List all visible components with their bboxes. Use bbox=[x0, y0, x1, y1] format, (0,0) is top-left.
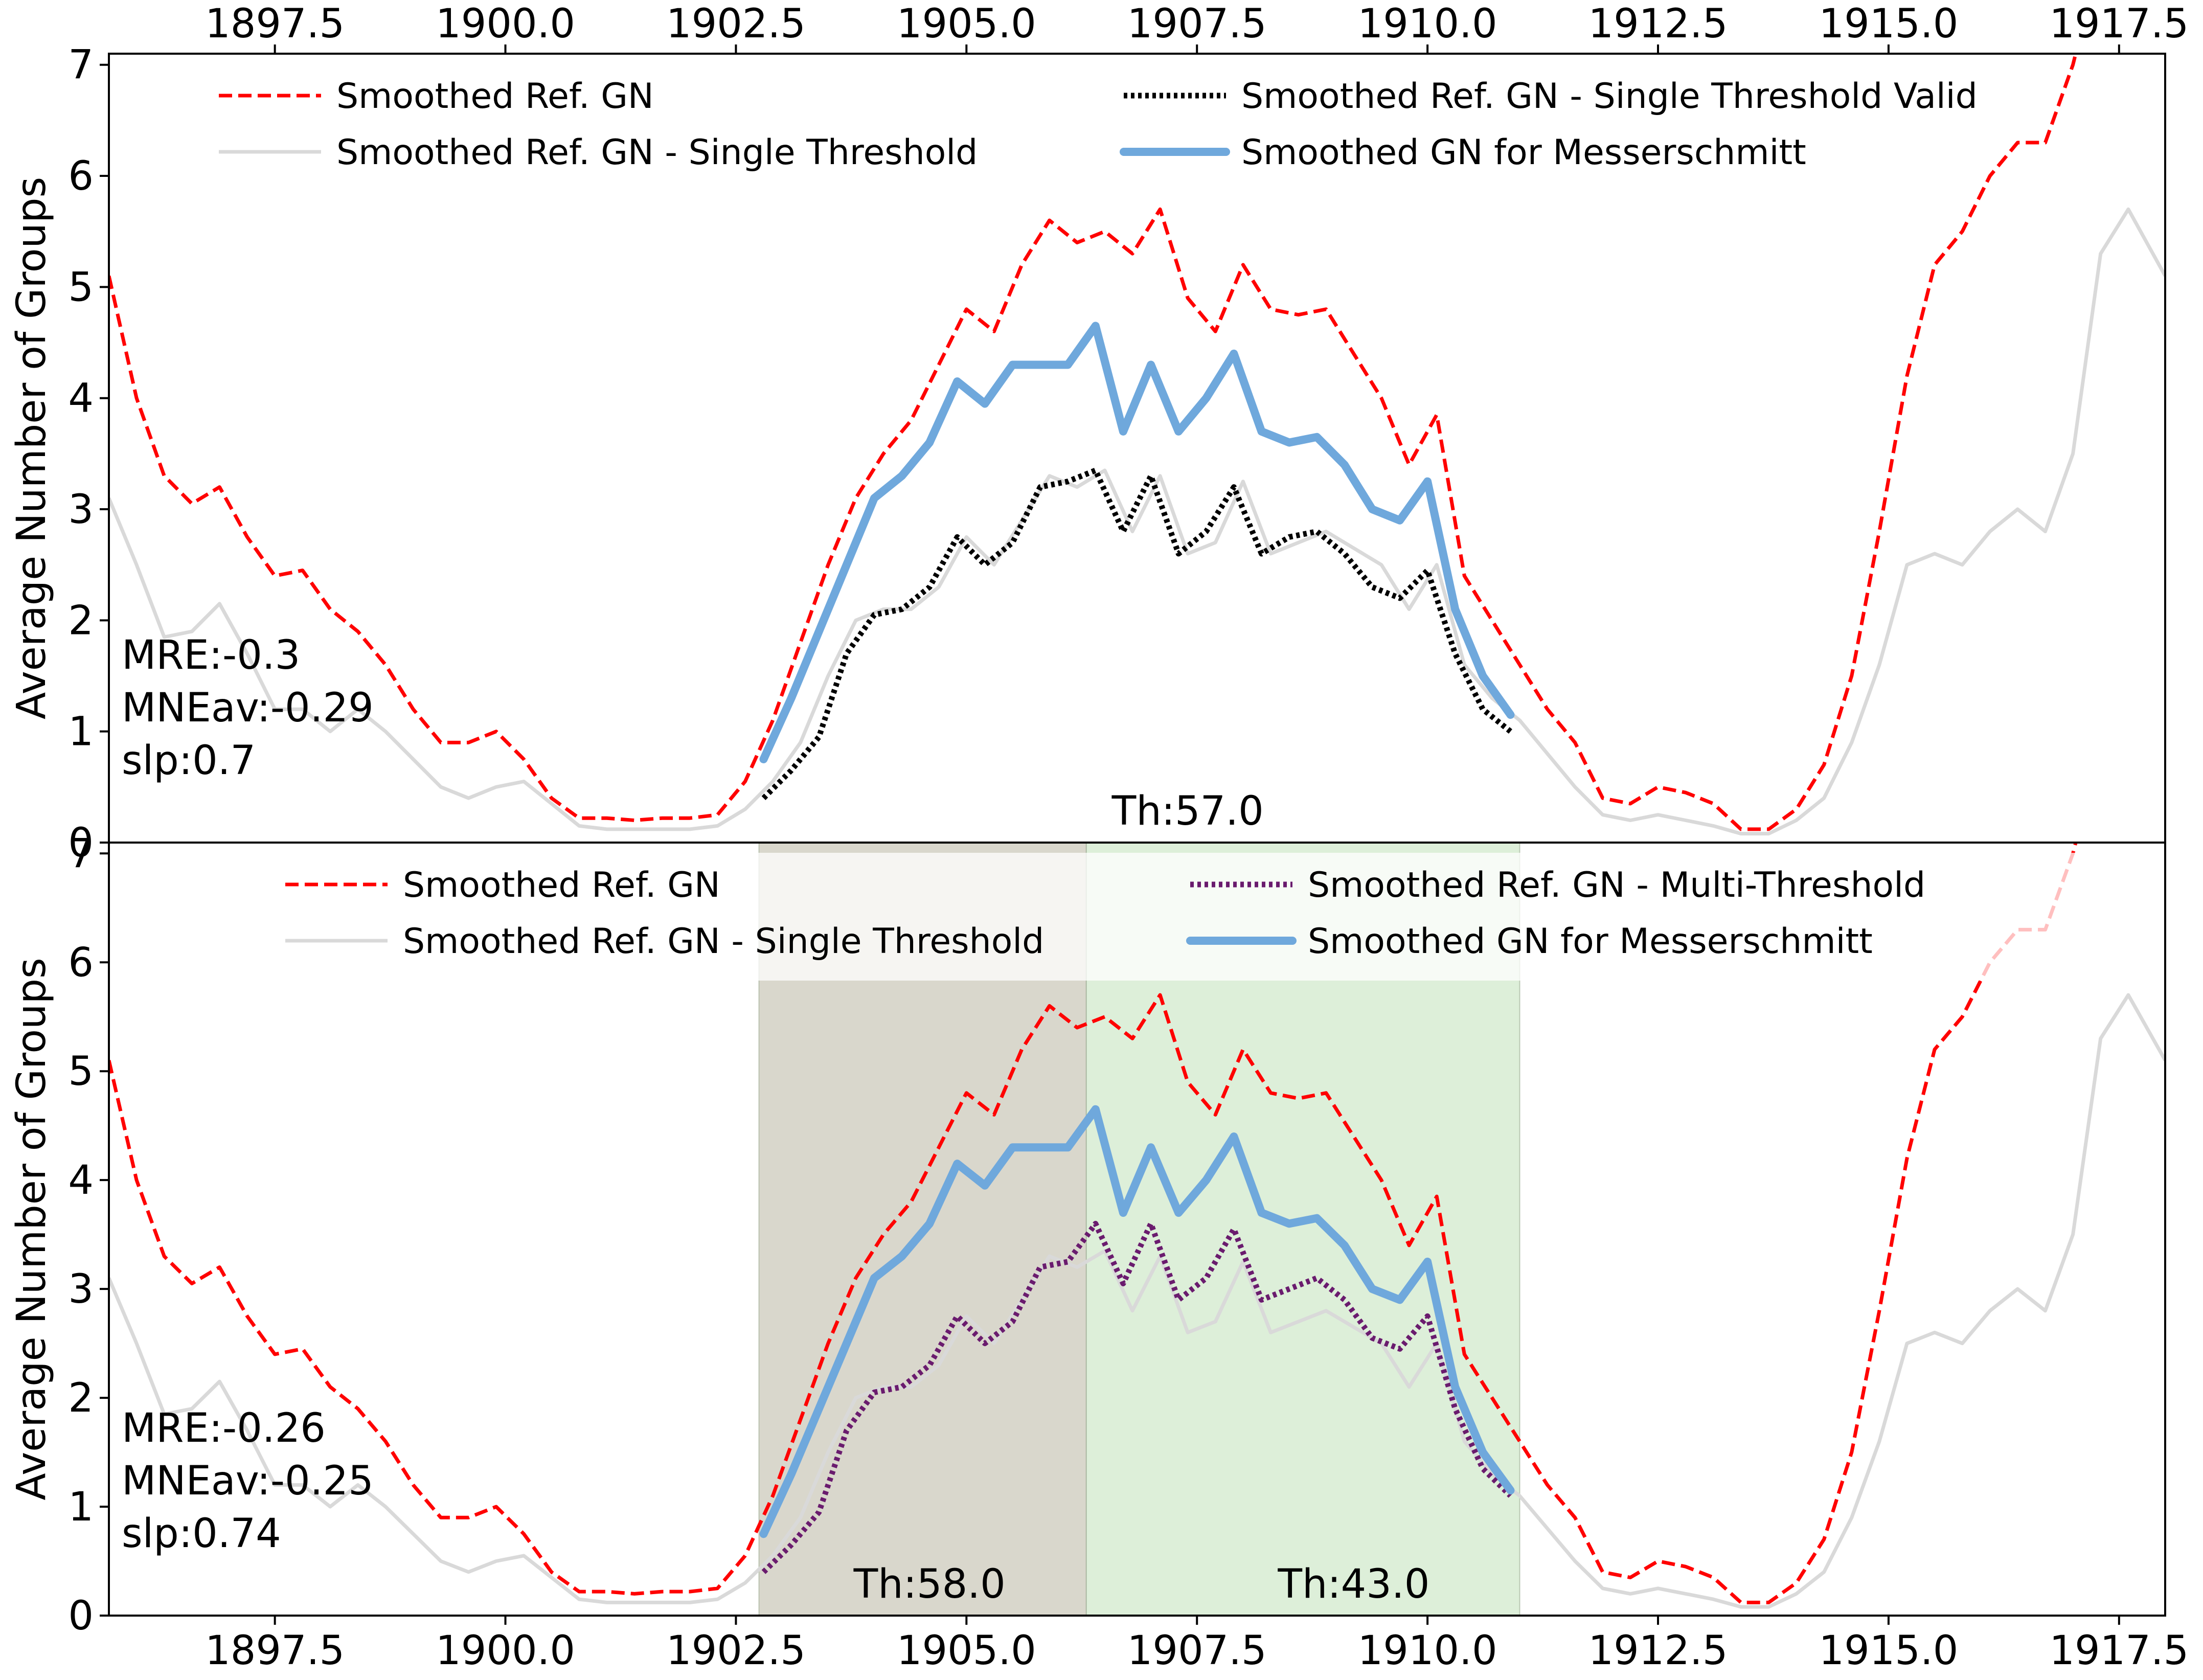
y-tick-label: 4 bbox=[68, 1157, 94, 1204]
threshold-label-1: Th:58.0 bbox=[853, 1561, 1006, 1607]
y-axis-label: Average Number of Groups bbox=[9, 958, 55, 1500]
x-tick-label: 1900.0 bbox=[436, 1628, 575, 1674]
x-tick-label: 1907.5 bbox=[1127, 1, 1267, 47]
y-axis-label: Average Number of Groups bbox=[9, 177, 55, 719]
y-tick-label: 0 bbox=[68, 820, 94, 866]
legend-label-2: Smoothed Ref. GN - Single Threshold bbox=[336, 132, 978, 173]
x-tick-label: 1910.0 bbox=[1358, 1, 1497, 47]
axes-frame bbox=[108, 842, 2166, 1617]
stat-2: MNEav:-0.29 bbox=[122, 685, 374, 731]
plot-area bbox=[109, 843, 2165, 1616]
series-line-4 bbox=[759, 322, 1515, 763]
legend-label-2: Smoothed Ref. GN - Single Threshold bbox=[403, 921, 1044, 962]
x-tick-label: 1915.0 bbox=[1819, 1628, 1958, 1674]
series-line-2 bbox=[109, 207, 2165, 836]
x-tick-label: 1897.5 bbox=[205, 1, 345, 47]
stat-3: slp:0.7 bbox=[122, 738, 256, 784]
stat-2: MNEav:-0.25 bbox=[122, 1458, 374, 1504]
legend-label-4: Smoothed GN for Messerschmitt bbox=[1308, 921, 1873, 962]
x-tick-label: 1910.0 bbox=[1358, 1628, 1497, 1674]
top-panel: Smoothed Ref. GN Smoothed Ref. GN - Singl… bbox=[9, 1, 2189, 866]
stat-1: MRE:-0.26 bbox=[122, 1405, 326, 1451]
series-line-3 bbox=[761, 467, 1512, 800]
x-tick-label: 1915.0 bbox=[1819, 1, 1958, 47]
threshold-label-1: Th:57.0 bbox=[1111, 788, 1264, 834]
stat-3: slp:0.74 bbox=[122, 1511, 281, 1557]
x-tick-label: 1912.5 bbox=[1588, 1628, 1728, 1674]
threshold-label-2: Th:43.0 bbox=[1277, 1561, 1429, 1607]
y-tick-label: 0 bbox=[68, 1593, 94, 1639]
x-tick-label: 1902.5 bbox=[666, 1, 806, 47]
x-tick-label: 1917.5 bbox=[2049, 1628, 2189, 1674]
x-tick-label: 1902.5 bbox=[666, 1628, 806, 1674]
y-tick-label: 7 bbox=[68, 42, 94, 88]
x-tick-label: 1900.0 bbox=[436, 1, 575, 47]
x-tick-label: 1917.5 bbox=[2049, 1, 2189, 47]
y-tick-label: 1 bbox=[68, 1484, 94, 1530]
legend-label-4: Smoothed GN for Messerschmitt bbox=[1241, 132, 1806, 173]
y-tick-label: 2 bbox=[68, 598, 94, 644]
y-tick-label: 5 bbox=[68, 264, 94, 310]
y-tick-label: 3 bbox=[68, 487, 94, 533]
bottom-panel: Smoothed Ref. GN Smoothed Ref. GN - Singl… bbox=[9, 831, 2189, 1674]
plot-area bbox=[109, 54, 2165, 836]
y-tick-label: 5 bbox=[68, 1049, 94, 1095]
legend-label-3: Smoothed Ref. GN - Single Threshold Vali… bbox=[1241, 76, 1978, 117]
legend-label-3: Smoothed Ref. GN - Multi-Threshold bbox=[1308, 865, 1925, 905]
y-tick-label: 1 bbox=[68, 709, 94, 755]
legend-frame bbox=[201, 853, 2165, 981]
x-tick-label: 1897.5 bbox=[205, 1628, 345, 1674]
y-tick-label: 6 bbox=[68, 940, 94, 986]
stat-1: MRE:-0.3 bbox=[122, 632, 300, 678]
y-tick-label: 2 bbox=[68, 1375, 94, 1421]
series-line-4 bbox=[759, 1105, 1515, 1538]
legend-label-1: Smoothed Ref. GN bbox=[403, 865, 720, 905]
x-tick-label: 1905.0 bbox=[897, 1628, 1036, 1674]
legend-label-1: Smoothed Ref. GN bbox=[336, 76, 654, 117]
x-tick-label: 1907.5 bbox=[1127, 1628, 1267, 1674]
series-line-3 bbox=[761, 1220, 1513, 1574]
series-line-1 bbox=[109, 54, 2078, 831]
y-tick-label: 4 bbox=[68, 376, 94, 422]
y-tick-label: 6 bbox=[68, 153, 94, 199]
x-tick-label: 1912.5 bbox=[1588, 1, 1728, 47]
series-line-1 bbox=[109, 843, 2078, 1604]
y-tick-label: 7 bbox=[68, 831, 94, 877]
y-tick-label: 3 bbox=[68, 1266, 94, 1312]
x-tick-label: 1905.0 bbox=[897, 1, 1036, 47]
series-line-2 bbox=[109, 993, 2165, 1609]
